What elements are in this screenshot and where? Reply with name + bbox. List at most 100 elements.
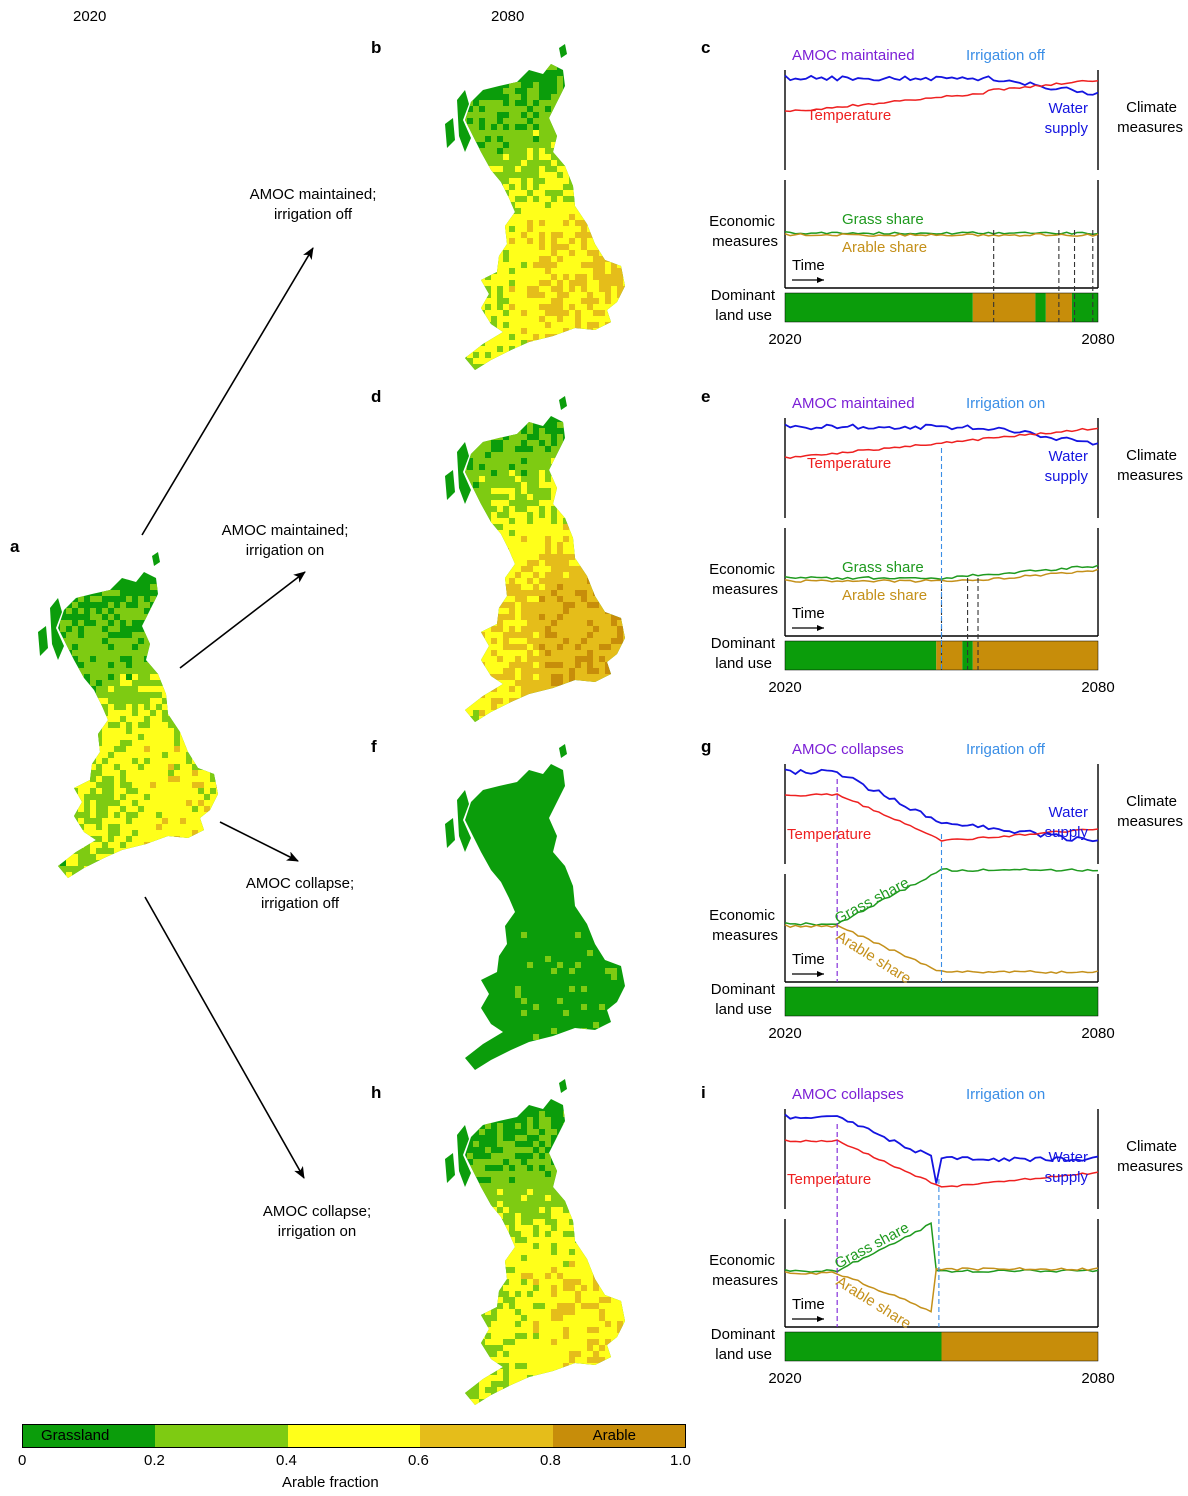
dominant-land-use-segment bbox=[941, 1332, 1098, 1361]
temperature-label: Temperature bbox=[807, 107, 891, 124]
grass-share-label: Grass share bbox=[832, 1219, 912, 1272]
arable-share-label: Arable share bbox=[842, 587, 927, 604]
map-b bbox=[445, 44, 625, 370]
dominant-land-use-label: Dominant bbox=[711, 1326, 776, 1343]
dominant-land-use-label: Dominant bbox=[711, 287, 776, 304]
water-supply-label: Water bbox=[1049, 448, 1088, 465]
economic-measures-label: Economic bbox=[709, 561, 775, 578]
x-axis-end: 2080 bbox=[1081, 679, 1114, 696]
temperature-line bbox=[784, 427, 1099, 460]
irrigation-label: Irrigation off bbox=[966, 741, 1046, 758]
scenario-1-line1: AMOC maintained; bbox=[249, 186, 377, 203]
colorbar-tick-0: 0 bbox=[18, 1452, 27, 1469]
economic-measures-label: measures bbox=[712, 581, 778, 598]
water-supply-line bbox=[784, 1113, 1099, 1184]
water-supply-label: supply bbox=[1045, 1169, 1089, 1186]
economic-measures-label: Economic bbox=[709, 1252, 775, 1269]
scenario-label-3: AMOC collapse; irrigation off bbox=[215, 874, 385, 914]
climate-measures-label: Climate bbox=[1126, 1138, 1177, 1155]
panel-i-plot: AMOC collapses Irrigation on Temperature Wa… bbox=[709, 1086, 1183, 1387]
time-arrowhead bbox=[817, 971, 824, 977]
economic-measures-label: Economic bbox=[709, 907, 775, 924]
map-f bbox=[445, 744, 625, 1070]
arrow-to-b bbox=[141, 247, 314, 536]
water-supply-label: Water bbox=[1049, 100, 1088, 117]
irrigation-label: Irrigation off bbox=[966, 47, 1046, 64]
scenario-1-line2: irrigation off bbox=[273, 206, 353, 223]
map-a bbox=[38, 552, 218, 878]
colorbar-segment-2 bbox=[155, 1425, 288, 1447]
x-axis-end: 2080 bbox=[1081, 331, 1114, 348]
panel-c-plot: AMOC maintained Irrigation off Temperature… bbox=[709, 47, 1183, 348]
temperature-label: Temperature bbox=[787, 826, 871, 843]
dominant-land-use-label: Dominant bbox=[711, 635, 776, 652]
arable-share-label: Arable share bbox=[833, 928, 914, 987]
water-supply-line bbox=[784, 74, 1099, 96]
x-axis-start: 2020 bbox=[768, 1370, 801, 1387]
amoc-label: AMOC maintained bbox=[792, 395, 915, 412]
scenario-4-line1: AMOC collapse; bbox=[262, 1203, 372, 1220]
panel-label-d: d bbox=[371, 387, 382, 406]
year-2080-header: 2080 bbox=[491, 8, 525, 25]
climate-measures-label: measures bbox=[1117, 813, 1183, 830]
colorbar-grassland-label: Grassland bbox=[41, 1427, 110, 1444]
dominant-land-use-segment bbox=[785, 641, 937, 670]
water-supply-label: supply bbox=[1045, 468, 1089, 485]
amoc-label: AMOC collapses bbox=[792, 741, 904, 758]
dominant-land-use-label: land use bbox=[715, 307, 772, 324]
time-arrowhead bbox=[817, 1316, 824, 1322]
time-arrowhead bbox=[817, 277, 824, 283]
time-label: Time bbox=[792, 1296, 825, 1313]
arable-share-line bbox=[784, 1266, 1099, 1313]
water-supply-label: Water bbox=[1049, 1149, 1088, 1166]
colorbar-segment-5: Arable bbox=[552, 1425, 686, 1447]
arrow-to-f bbox=[219, 821, 299, 862]
colorbar-segment-4 bbox=[420, 1425, 553, 1447]
dominant-land-use-bar bbox=[784, 986, 1099, 1017]
panel-label-g: g bbox=[701, 737, 712, 756]
economic-measures-label: measures bbox=[712, 927, 778, 944]
colorbar-tick-3: 0.6 bbox=[408, 1452, 429, 1469]
land-use-cells bbox=[465, 64, 625, 370]
dominant-land-use-segment bbox=[972, 641, 1098, 670]
grass-share-line bbox=[784, 1222, 1099, 1273]
grass-share-label: Grass share bbox=[832, 874, 912, 927]
dominant-land-use-segment bbox=[785, 293, 973, 322]
scenario-4-line2: irrigation on bbox=[277, 1223, 357, 1240]
water-supply-line bbox=[784, 423, 1099, 446]
economic-measures-label: measures bbox=[712, 1272, 778, 1289]
amoc-label: AMOC collapses bbox=[792, 1086, 904, 1103]
panel-label-f: f bbox=[371, 737, 377, 756]
temperature-line bbox=[784, 79, 1099, 113]
arrow-to-h bbox=[144, 896, 305, 1179]
dominant-land-use-label: Dominant bbox=[711, 981, 776, 998]
economic-measures-label: Economic bbox=[709, 213, 775, 230]
dominant-land-use-segment bbox=[1071, 293, 1098, 322]
time-label: Time bbox=[792, 951, 825, 968]
temperature-label: Temperature bbox=[787, 1171, 871, 1188]
scenario-2-line1: AMOC maintained; bbox=[221, 522, 349, 539]
colorbar-tick-4: 0.8 bbox=[540, 1452, 561, 1469]
colorbar-tick-5: 1.0 bbox=[670, 1452, 691, 1469]
panel-g-plot: AMOC collapses Irrigation off Temperature W… bbox=[709, 741, 1183, 1042]
arable-share-label: Arable share bbox=[842, 239, 927, 256]
dominant-land-use-segment bbox=[785, 987, 1098, 1016]
colorbar-arable-label: Arable bbox=[592, 1427, 636, 1444]
climate-measures-label: Climate bbox=[1126, 793, 1177, 810]
water-supply-label: supply bbox=[1045, 824, 1089, 841]
temperature-line bbox=[784, 793, 1099, 842]
year-2020-header: 2020 bbox=[73, 8, 107, 25]
dominant-land-use-label: land use bbox=[715, 1346, 772, 1363]
panel-label-c: c bbox=[701, 38, 711, 57]
x-axis-start: 2020 bbox=[768, 679, 801, 696]
arable-share-line bbox=[784, 233, 1099, 237]
dominant-land-use-label: land use bbox=[715, 655, 772, 672]
scenario-3-line2: irrigation off bbox=[260, 895, 340, 912]
dominant-land-use-segment bbox=[972, 293, 1036, 322]
time-arrowhead bbox=[817, 625, 824, 631]
colorbar-segment-3 bbox=[287, 1425, 421, 1447]
scenario-label-1: AMOC maintained; irrigation off bbox=[228, 185, 398, 225]
dominant-land-use-segment bbox=[785, 1332, 942, 1361]
dominant-land-use-bar bbox=[784, 1331, 1099, 1362]
grass-share-line bbox=[784, 231, 1099, 235]
